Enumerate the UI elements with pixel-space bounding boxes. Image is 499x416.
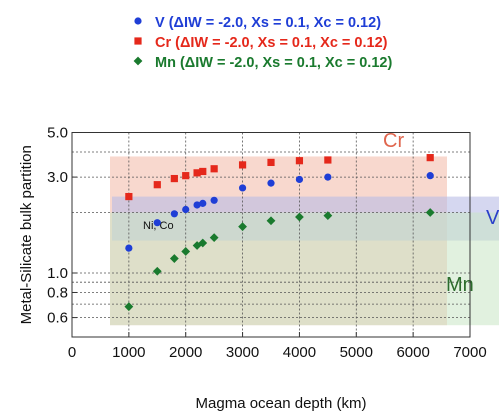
x-tick-label: 7000: [453, 344, 486, 361]
data-point-mn: [192, 241, 202, 250]
data-point-cr: [295, 157, 304, 165]
data-point-cr: [125, 192, 133, 201]
data-point-mn: [238, 222, 247, 232]
legend-label-mn: Mn (ΔIW = -2.0, Xs = 0.1, Xc = 0.12): [155, 55, 392, 71]
data-point-mn: [323, 211, 333, 221]
legend-marker-cr: [134, 37, 142, 45]
data-point-mn: [266, 216, 276, 226]
data-point-mn: [425, 208, 435, 217]
data-point-mn: [295, 212, 304, 222]
x-axis-label: Magma ocean depth (km): [196, 395, 367, 412]
data-points: [124, 154, 435, 312]
data-point-v: [170, 210, 178, 218]
legend-label-cr: Cr (ΔIW = -2.0, Xs = 0.1, Xc = 0.12): [155, 35, 388, 51]
plot-frame: [71, 132, 471, 338]
y-tick-label: 0.6: [47, 310, 68, 327]
data-point-cr: [199, 167, 207, 176]
x-tick-label: 3000: [226, 344, 259, 361]
data-point-cr: [426, 154, 434, 162]
y-tick-label: 1.0: [47, 265, 68, 282]
x-tick-label: 5000: [340, 344, 373, 361]
data-point-v: [324, 173, 332, 181]
data-point-v: [238, 184, 247, 192]
x-tick-label: 1000: [112, 344, 145, 361]
data-point-cr: [170, 174, 178, 183]
y-axis-label: Metal-Silicate bulk partition: [18, 145, 35, 324]
data-point-v: [125, 244, 133, 252]
data-point-v: [267, 179, 275, 187]
data-point-v: [426, 172, 434, 180]
data-point-cr: [182, 172, 190, 180]
series-cr: [125, 154, 434, 201]
data-point-v: [193, 201, 201, 209]
data-point-mn: [152, 266, 162, 276]
data-point-cr: [193, 169, 201, 177]
data-point-v: [295, 175, 304, 184]
data-point-v: [210, 196, 218, 204]
data-point-cr: [324, 156, 332, 164]
x-tick-label: 6000: [396, 344, 429, 361]
data-point-mn: [209, 233, 219, 243]
y-tick-label: 3.0: [47, 169, 68, 186]
axes: 0 1000 2000 3000 4000 5000 6000 7000 0.6 0.8 1.0 3.…: [47, 125, 487, 361]
band-mn: [110, 212, 499, 326]
band-label-mn: Mn: [446, 274, 474, 296]
legend: V (ΔIW = -2.0, Xs = 0.1, Xc = 0.12) Cr (Δ…: [133, 15, 392, 71]
y-tick-label: 5.0: [47, 125, 68, 142]
data-point-cr: [210, 165, 218, 173]
legend-marker-v: [134, 17, 142, 25]
band-label-cr: Cr: [383, 130, 404, 152]
data-point-cr: [238, 161, 247, 169]
data-point-v: [199, 199, 207, 207]
partition-bands: [110, 156, 499, 326]
data-point-cr: [267, 158, 275, 167]
data-point-mn: [169, 254, 179, 263]
data-point-v: [182, 205, 190, 214]
data-point-mn: [198, 238, 208, 248]
legend-marker-mn: [133, 56, 143, 66]
data-point-mn: [181, 247, 191, 256]
data-point-cr: [153, 181, 161, 189]
series-mn: [124, 208, 435, 312]
x-tick-label: 0: [68, 344, 76, 361]
data-point-mn: [124, 302, 134, 312]
legend-label-v: V (ΔIW = -2.0, Xs = 0.1, Xc = 0.12): [155, 15, 381, 31]
data-point-v: [153, 219, 161, 227]
x-tick-label: 4000: [283, 344, 316, 361]
x-tick-label: 2000: [169, 344, 202, 361]
series-v: [125, 172, 434, 252]
band-label-v: V: [486, 207, 499, 229]
y-tick-label: 0.8: [47, 284, 68, 301]
